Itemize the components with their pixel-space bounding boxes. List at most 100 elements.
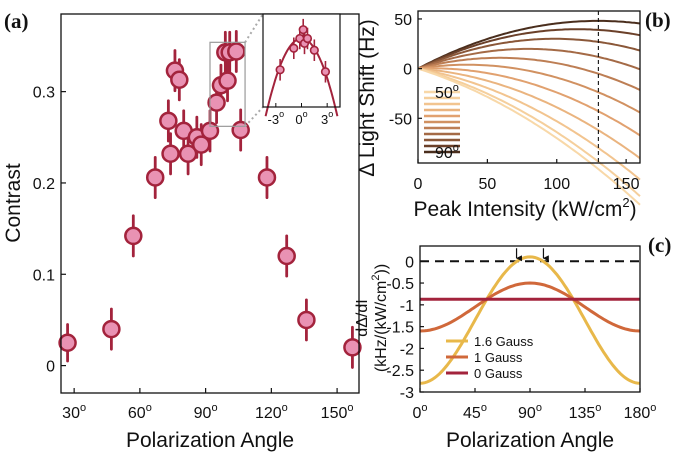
- panel-c-x-ticks: 0o 45o 90o 135o 180o: [412, 388, 656, 422]
- legend-top-value: 50: [435, 85, 453, 102]
- y-tick-label: 0: [405, 254, 414, 271]
- x-tick-label-value: 135: [569, 405, 596, 422]
- data-point: [343, 338, 362, 357]
- y-tick-label-value: 0.1: [33, 267, 55, 284]
- inset-data-point: [298, 25, 308, 35]
- light-shift-curve: [417, 37, 641, 70]
- y-tick-label-value: -3: [400, 385, 414, 402]
- y-tick-label: -50: [389, 111, 412, 128]
- inset-x-ticks: -3o 0o 3o: [268, 103, 333, 127]
- panel-c-y-ticks: -3 -2.5 -2 -1.5 -1 -0.5 0: [386, 254, 424, 402]
- y-tick-label: 0.2: [33, 176, 55, 193]
- light-shift-curve: [417, 67, 641, 181]
- panel-a: (a) 30o 60o 90o 120o 150o 00.10.20.3 Polariz…: [2, 9, 362, 452]
- data-point: [178, 144, 198, 163]
- x-tick-label: 90o: [194, 402, 218, 422]
- x-tick-label: 45o: [463, 402, 487, 422]
- x-tick-label-degree: o: [481, 402, 487, 414]
- light-shift-curve: [417, 67, 641, 160]
- x-tick-label: 0o: [412, 402, 427, 422]
- light-shift-curve: [417, 28, 641, 70]
- x-tick-label: 150: [613, 176, 640, 193]
- inset-data-point: [289, 43, 299, 53]
- panel-c-y-axis-label-sup: 2: [370, 275, 382, 281]
- panel-a-axes-frame: [60, 13, 360, 394]
- panel-a-x-ticks: 30o 60o 90o 120o 150o: [62, 388, 354, 422]
- data-point: [297, 310, 316, 330]
- x-tick-label: 30o: [62, 402, 86, 422]
- x-tick-label: 180o: [624, 402, 657, 422]
- x-tick-label: 120o: [255, 402, 288, 422]
- inset-data-point: [275, 65, 285, 75]
- panel-c-arrows: [515, 248, 549, 262]
- panel-a-label: (a): [4, 9, 29, 33]
- data-point: [227, 42, 246, 61]
- inset-x-tick-label-degree: o: [303, 109, 308, 119]
- x-tick-label-degree: o: [650, 402, 656, 414]
- light-shift-curve: [417, 56, 641, 91]
- data-point: [170, 70, 189, 90]
- inset-data-point: [320, 67, 331, 77]
- x-tick-label-value: 90: [518, 405, 536, 422]
- light-shift-curve: [417, 47, 641, 71]
- panel-a-points: [58, 29, 362, 369]
- zoom-connector-top: [244, 13, 264, 43]
- inset-x-tick-label: -3o: [268, 109, 285, 127]
- y-tick-label-value: 0: [46, 359, 55, 376]
- data-point: [161, 144, 180, 163]
- data-point: [159, 111, 178, 131]
- y-tick-label-value: 0: [403, 62, 412, 79]
- inset-x-tick-label: 0o: [295, 109, 307, 127]
- legend-bottom-angle: 90o: [435, 142, 459, 162]
- data-point: [257, 168, 277, 187]
- y-tick-label-value: -2: [400, 341, 414, 358]
- panel-c-y-axis-label-line1: dΔ/dI: [354, 299, 371, 336]
- zoom-connector-bottom: [244, 106, 264, 128]
- x-tick-label-value: 45: [463, 405, 481, 422]
- inset-x-tick-label-value: -3: [268, 112, 280, 127]
- x-tick-label-degree: o: [595, 402, 601, 414]
- panel-c-axes-frame: [419, 245, 641, 393]
- inset-x-tick-label: 3o: [321, 109, 333, 127]
- x-tick-label-value: 60: [128, 405, 146, 422]
- inset-x-tick-label-degree: o: [328, 109, 333, 119]
- panel-c-y-axis-label-end: )): [373, 264, 390, 275]
- x-tick-label-degree: o: [80, 402, 86, 414]
- x-tick-label-degree: o: [146, 402, 152, 414]
- panel-a-y-axis-label: Contrast: [2, 163, 25, 243]
- x-tick-label: 150o: [321, 402, 354, 422]
- data-point: [124, 226, 143, 246]
- y-tick-label-value: 0.2: [33, 176, 55, 193]
- panel-b-label: (b): [645, 8, 671, 32]
- panel-b-y-axis-label: Δ Light Shift (Hz): [356, 19, 379, 177]
- x-tick-label-value: 150: [321, 405, 348, 422]
- light-shift-curve: [417, 67, 641, 197]
- panel-a-x-axis-label: Polarization Angle: [126, 429, 294, 452]
- y-tick-label-value: 0.3: [33, 85, 55, 102]
- data-point: [277, 246, 296, 266]
- x-tick-label-degree: o: [282, 402, 288, 414]
- x-tick-label-value: 90: [194, 405, 212, 422]
- y-tick-label-value: -1.5: [386, 320, 414, 337]
- y-tick-label-value: -50: [389, 111, 412, 128]
- y-tick-label: 0.1: [33, 267, 55, 284]
- data-point: [145, 168, 165, 187]
- panel-b-y-ticks: -50 0 50: [389, 12, 422, 128]
- panel-c-y-axis-label-main: (kHz/(kW/cm: [373, 281, 390, 373]
- data-point: [207, 93, 226, 112]
- inset-data-point: [302, 33, 313, 44]
- panel-c-curves: [419, 255, 641, 385]
- x-tick-label-degree: o: [211, 402, 217, 414]
- angle-colour-legend: [424, 90, 460, 154]
- x-tick-label-value: 150: [613, 176, 640, 193]
- legend-label: 1.6 Gauss: [474, 334, 534, 349]
- panel-a-y-ticks: 0 0.1 0.2 0.3: [33, 85, 66, 376]
- y-tick-label-value: -1: [400, 298, 414, 315]
- y-tick-label-value: -0.5: [386, 276, 414, 293]
- data-point: [231, 120, 250, 140]
- x-tick-label-degree: o: [421, 402, 427, 414]
- panel-b-x-axis-label-sup: 2: [622, 195, 629, 210]
